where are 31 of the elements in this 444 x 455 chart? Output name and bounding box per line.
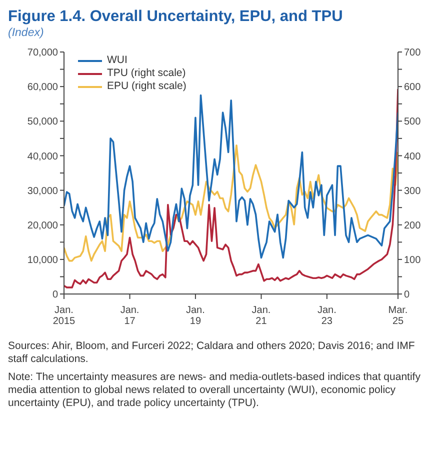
y2-tick-label: 200: [404, 220, 422, 232]
x-tick-label: Mar. 25: [388, 305, 408, 327]
source-note: Sources: Ahir, Bloom, and Furceri 2022; Caldara and others 2020; Davis 2016; and IMF staff calculations.: [8, 340, 416, 366]
chart-subtitle: (Index): [8, 26, 45, 40]
y-tick-label: 20,000: [27, 220, 58, 232]
y-tick-label: 40,000: [27, 151, 58, 162]
y2-tick-label: 100: [404, 254, 422, 266]
legend-label: TPU (right scale): [107, 67, 186, 80]
text: Note: The uncertainty measures are news- and media-outlets-based indices that quantify media attention to global news related to overall uncertainty (WUI), economic policy uncertainty (EPU), and trade policy uncertainty (TPU).: [8, 371, 422, 410]
x-tick-label: Jan. 19: [186, 305, 205, 327]
x-tick-label: Jan. 21: [252, 305, 271, 327]
chart-title: Figure 1.4. Overall Uncertainty, EPU, and TPU: [8, 8, 344, 26]
x-tick-label: Jan. 17: [120, 305, 140, 327]
y2-tick-label: 300: [404, 186, 422, 197]
y-tick-label: 60,000: [27, 82, 58, 94]
y-tick-label: 30,000: [27, 186, 58, 197]
y2-tick-label: 700: [404, 48, 422, 59]
y-tick-label: 50,000: [27, 116, 58, 128]
legend-label: EPU (right scale): [107, 80, 186, 93]
y2-tick-label: 600: [404, 82, 422, 94]
legend-label: WUI: [107, 54, 128, 67]
x-tick-label: Jan. 23: [317, 305, 336, 327]
y2-tick-label: 400: [404, 151, 422, 162]
y2-tick-label: 500: [404, 116, 422, 128]
line-series: [64, 94, 398, 259]
y-tick-label: 70,000: [27, 48, 58, 59]
y2-tick-label: 0: [404, 290, 410, 301]
y-tick-label: 0: [52, 290, 58, 301]
y-tick-label: 10,000: [27, 254, 58, 266]
line-series: [64, 144, 398, 262]
x-tick-label: Jan. 2015: [52, 305, 76, 327]
